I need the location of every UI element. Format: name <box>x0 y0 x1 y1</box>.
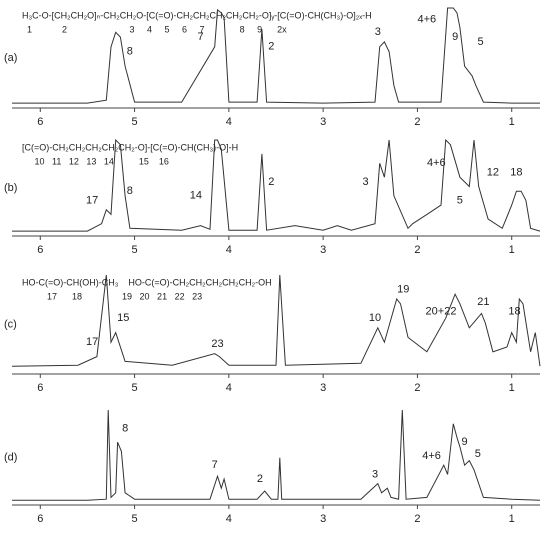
peak-label: 8 <box>122 422 128 434</box>
x-tick-label: 1 <box>509 513 515 525</box>
x-tick-label: 6 <box>37 382 43 394</box>
peak-label: 12 <box>487 166 499 178</box>
peak-label: 2 <box>268 176 274 188</box>
peak-label: 15 <box>117 312 129 324</box>
structure-text: 17 18 19 20 21 22 23 <box>22 291 202 301</box>
x-tick-label: 3 <box>320 244 326 256</box>
x-tick-label: 5 <box>132 116 138 128</box>
x-tick-label: 1 <box>509 116 515 128</box>
x-tick-label: 5 <box>132 244 138 256</box>
structure-text: 10 11 12 13 14 15 16 <box>22 156 169 166</box>
structure-text: HO-C(=O)-CH(OH)-CH₃ HO-C(=O)-CH₂CH₂CH₂CH… <box>22 277 272 287</box>
peak-label: 21 <box>477 296 489 308</box>
x-tick-label: 6 <box>37 244 43 256</box>
peak-label: 5 <box>478 36 484 48</box>
peak-label: 5 <box>457 194 463 206</box>
structure-text: [C(=O)-CH₂CH₂CH₂CH₂CH₂-O]-[C(=O)-CH(CH₃)… <box>22 142 238 152</box>
peak-label: 14 <box>190 190 202 202</box>
peak-label: 18 <box>508 305 520 317</box>
peak-label: 7 <box>198 31 204 43</box>
peak-label: 17 <box>86 194 98 206</box>
peak-label: 9 <box>462 436 468 448</box>
x-tick-label: 3 <box>320 382 326 394</box>
x-tick-label: 3 <box>320 513 326 525</box>
structure-text: 1 2 3 4 5 6 7 8 9 2x <box>22 24 287 34</box>
x-tick-label: 5 <box>132 513 138 525</box>
x-tick-label: 1 <box>509 244 515 256</box>
spectrum-line <box>11 274 541 367</box>
peak-label: 19 <box>397 283 409 295</box>
spectrum-line <box>12 138 541 232</box>
x-tick-label: 4 <box>226 382 232 394</box>
x-tick-label: 1 <box>509 382 515 394</box>
peak-label: 4+6 <box>422 450 441 462</box>
x-tick-label: 4 <box>226 116 232 128</box>
peak-label: 20+22 <box>426 305 457 317</box>
peak-label: 8 <box>127 185 133 197</box>
peak-label: 10 <box>369 312 381 324</box>
peak-label: 3 <box>363 176 369 188</box>
structure-text: H₃C-O-[CH₂CH₂O]ₙ-CH₂CH₂O-[C(=O)-CH₂CH₂CH… <box>22 10 372 20</box>
x-tick-label: 3 <box>320 116 326 128</box>
x-tick-label: 2 <box>414 513 420 525</box>
peak-label: 4+6 <box>418 14 437 26</box>
x-tick-label: 4 <box>226 244 232 256</box>
peak-label: 4+6 <box>427 157 446 169</box>
peak-label: 23 <box>211 338 223 350</box>
x-tick-label: 4 <box>226 513 232 525</box>
peak-label: 3 <box>372 468 378 480</box>
panel-label: (c) <box>4 318 17 330</box>
x-tick-label: 6 <box>37 513 43 525</box>
x-tick-label: 2 <box>414 244 420 256</box>
panel-label: (b) <box>4 182 17 194</box>
peak-label: 2 <box>257 473 263 485</box>
peak-label: 7 <box>212 459 218 471</box>
panel-label: (a) <box>4 52 17 64</box>
x-tick-label: 2 <box>414 116 420 128</box>
x-tick-label: 6 <box>37 116 43 128</box>
x-tick-label: 5 <box>132 382 138 394</box>
peak-label: 3 <box>375 26 381 38</box>
spectrum-line <box>12 7 540 104</box>
peak-label: 9 <box>452 31 458 43</box>
panel-label: (d) <box>4 451 17 463</box>
peak-label: 17 <box>86 336 98 348</box>
peak-label: 18 <box>510 166 522 178</box>
x-tick-label: 2 <box>414 382 420 394</box>
peak-label: 5 <box>475 448 481 460</box>
peak-label: 2 <box>268 41 274 53</box>
peak-label: 8 <box>127 46 133 58</box>
spectrum-line <box>12 409 541 501</box>
